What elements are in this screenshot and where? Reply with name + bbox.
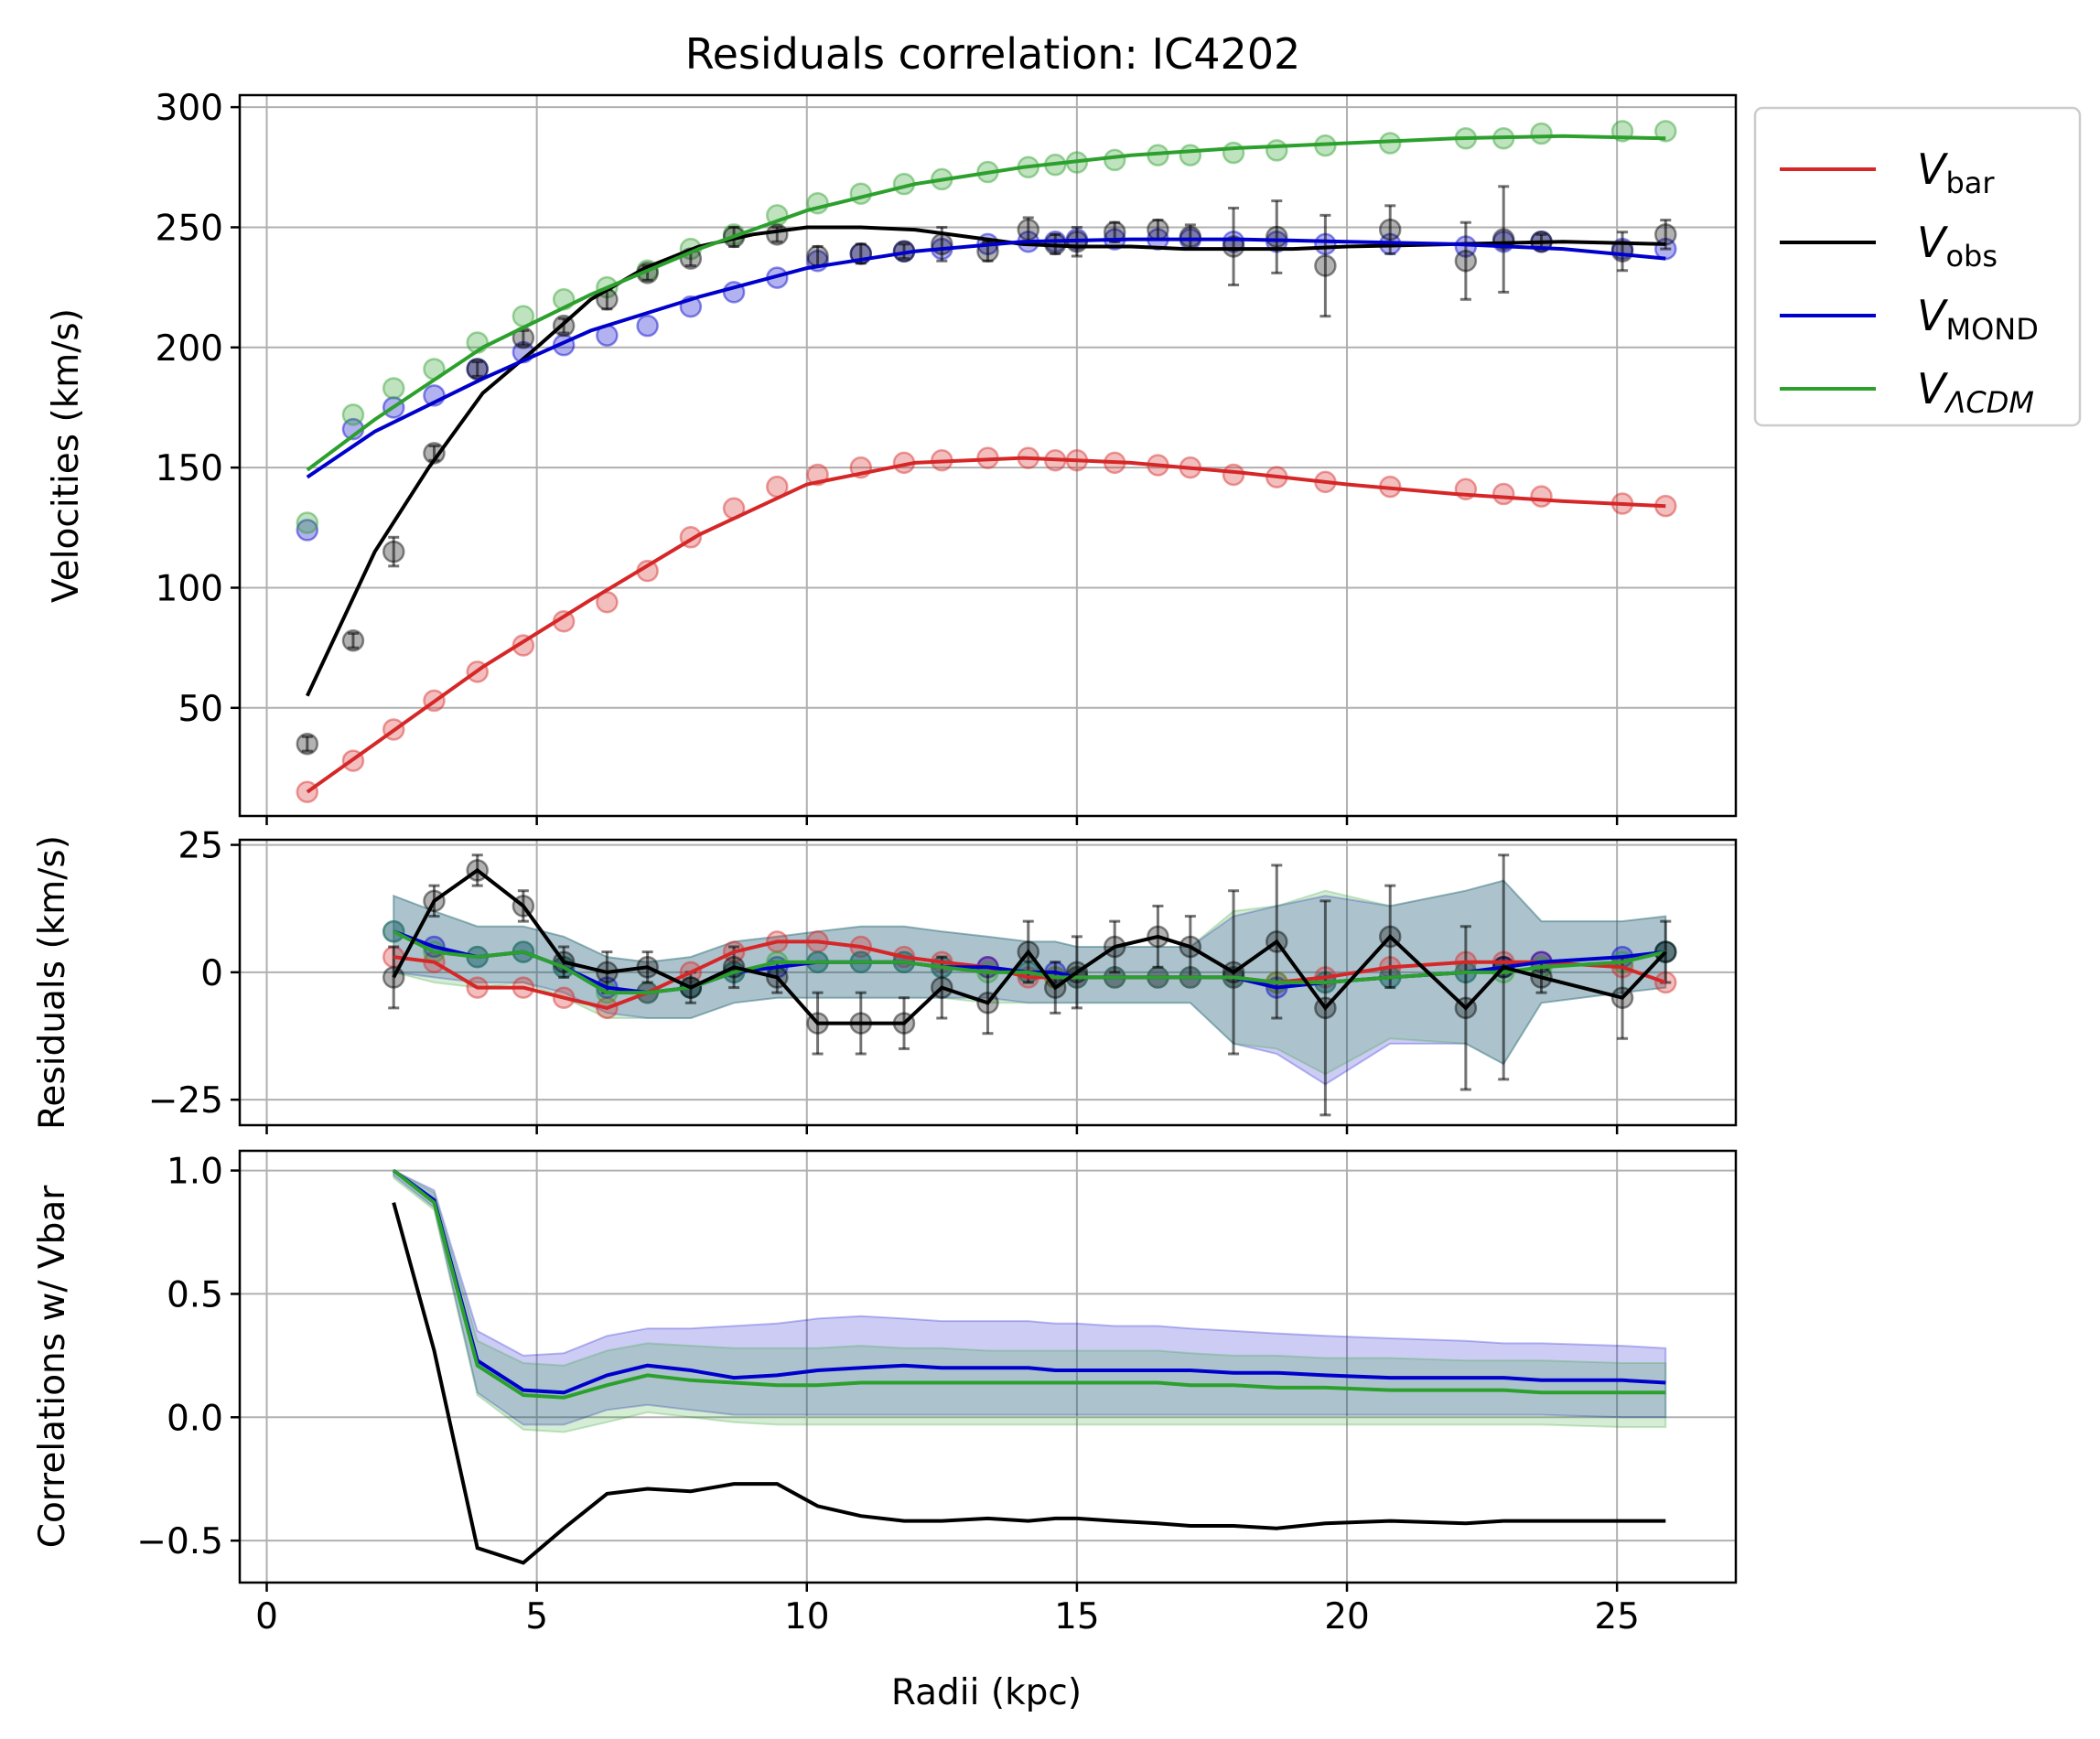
legend-subscript: obs	[1945, 239, 1998, 274]
velocities-panel: 50 100 150 200 250 300	[156, 88, 1738, 825]
legend-subscript: ΛCDM	[1943, 385, 2033, 420]
data-point-lcdm	[341, 403, 365, 426]
x-axis-label: Radii (kpc)	[891, 1672, 1082, 1713]
y-tick-label: 50	[178, 689, 223, 730]
y-axis-label-residuals: Residuals (km/s)	[32, 835, 73, 1130]
data-point-obs	[1147, 218, 1169, 242]
chart-title: Residuals correlation: IC4202	[685, 29, 1301, 79]
series-line-obs	[392, 867, 1667, 1025]
grid	[240, 1151, 1736, 1583]
x-tick-label: 20	[1324, 1596, 1370, 1637]
y-tick-label: −0.5	[136, 1521, 223, 1562]
y-tick-label: 250	[156, 208, 223, 249]
y-axis-label-velocities: Velocities (km/s)	[46, 308, 87, 603]
legend-symbol: V	[1917, 145, 1949, 194]
data-point-mond	[636, 314, 659, 338]
series-line-lcdm	[393, 929, 1666, 995]
plot-area	[392, 1168, 1667, 1565]
plot-area	[382, 853, 1677, 1117]
series-line-mond	[393, 1168, 1666, 1395]
x-tick-label: 25	[1594, 1596, 1640, 1637]
series-line-lcdm	[392, 1169, 1666, 1400]
data-point-lcdm	[1265, 139, 1288, 162]
data-point-obs	[806, 244, 829, 268]
x-tick-label: 0	[255, 1596, 278, 1637]
data-point-obs	[1454, 249, 1478, 273]
data-point-lcdm	[296, 511, 319, 534]
series-line-obs	[392, 1202, 1666, 1565]
data-point-bar	[1222, 463, 1245, 487]
data-point-lcdm	[1222, 141, 1245, 165]
y-tick-label: 0	[200, 953, 223, 994]
axes-frame	[238, 838, 1738, 1127]
x-tick-label: 15	[1054, 1596, 1100, 1637]
data-point-obs	[1179, 225, 1202, 249]
data-point-lcdm	[1103, 148, 1126, 172]
y-tick-label: 150	[156, 448, 223, 489]
axes-frame	[238, 1149, 1738, 1584]
legend-label-obs: Vobs	[1917, 218, 1998, 274]
y-axis-label-correlations: Correlations w/ Vbar	[32, 1185, 73, 1549]
legend-label-lcdm: VΛCDM	[1917, 364, 2034, 420]
data-point-obs	[382, 966, 405, 989]
uncertainty-band-lcdm	[393, 1168, 1667, 1433]
data-point-bar	[1492, 482, 1515, 506]
y-tick-label: 0.0	[167, 1398, 223, 1439]
x-ticks	[265, 816, 1619, 825]
data-point-obs	[466, 358, 489, 381]
y-ticks: −0.5 0.0 0.5 1.0	[136, 1152, 240, 1562]
data-point-lcdm	[382, 377, 405, 400]
series-line-bar	[306, 456, 1666, 794]
data-point-obs	[766, 223, 789, 246]
data-point-obs	[1222, 235, 1245, 258]
data-point-lcdm	[1530, 122, 1553, 145]
y-tick-label: 25	[178, 826, 223, 867]
y-tick-label: 300	[156, 88, 223, 129]
series-line-mond	[306, 237, 1666, 479]
axes-frame	[238, 93, 1738, 818]
x-tick-label: 5	[525, 1596, 548, 1637]
data-point-bar	[1530, 485, 1553, 508]
data-point-mond	[296, 519, 319, 542]
data-point-obs	[1103, 220, 1126, 243]
data-point-obs	[296, 732, 319, 756]
data-point-obs	[1314, 254, 1337, 277]
data-point-lcdm	[1654, 120, 1677, 143]
legend-symbol: V	[1917, 218, 1949, 267]
series-line-lcdm	[306, 134, 1666, 472]
correlations-panel: 0 5 10 15 20 25 −0.5 0.0 0.5 1.0	[136, 1149, 1738, 1637]
legend-label-bar: Vbar	[1917, 145, 1995, 200]
uncertainty-band-mond	[393, 1168, 1667, 1426]
x-ticks: 0 5 10 15 20 25	[255, 1583, 1640, 1637]
plot-area	[296, 120, 1677, 803]
grid	[240, 95, 1736, 816]
legend-label-mond: VMOND	[1917, 291, 2039, 347]
x-tick-label: 10	[784, 1596, 830, 1637]
legend-subscript: MOND	[1945, 312, 2038, 347]
data-point-obs	[1654, 223, 1677, 246]
legend-symbol: V	[1917, 364, 1949, 413]
y-tick-label: 1.0	[167, 1152, 223, 1193]
legend-symbol: V	[1917, 291, 1949, 340]
residuals-panel: −25 0 25	[148, 826, 1738, 1134]
y-ticks: −25 0 25	[148, 826, 240, 1122]
data-point-obs	[1265, 225, 1288, 249]
y-tick-label: −25	[148, 1080, 223, 1122]
y-tick-label: 0.5	[167, 1274, 223, 1315]
data-point-obs	[341, 629, 365, 652]
legend-frame	[1753, 106, 2082, 427]
points-obs	[296, 185, 1677, 756]
data-point-obs	[1017, 218, 1040, 242]
data-point-obs	[1378, 218, 1402, 242]
legend-subscript: bar	[1945, 166, 1995, 200]
data-point-lcdm	[1179, 144, 1202, 166]
x-ticks	[265, 1125, 1619, 1134]
y-tick-label: 200	[156, 328, 223, 370]
data-point-obs	[382, 540, 405, 564]
y-ticks: 50 100 150 200 250 300	[156, 88, 240, 730]
y-tick-label: 100	[156, 568, 223, 609]
